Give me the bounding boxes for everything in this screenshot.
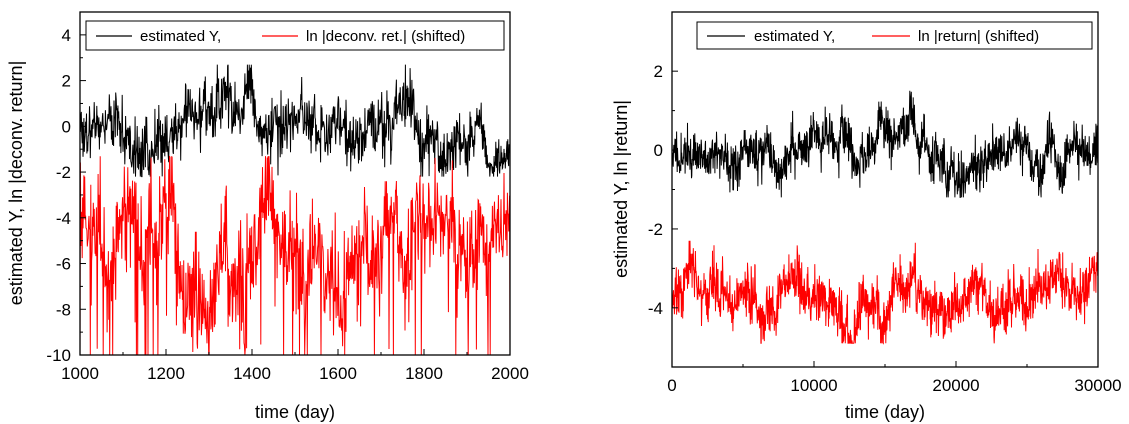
x-tick-label-left-1: 1200 (147, 364, 185, 383)
y-tick-label-left-3: -4 (56, 209, 71, 228)
x-axis-right: 0 10000 20000 30000 (667, 361, 1122, 395)
x-tick-label-right-2: 20000 (932, 376, 979, 395)
y-tick-label-right-0: -4 (648, 299, 663, 318)
x-tick-label-left-0: 1000 (61, 364, 99, 383)
x-tick-label-right-0: 0 (667, 376, 676, 395)
y-tick-label-left-6: 2 (62, 72, 71, 91)
x-tick-label-left-4: 1800 (405, 364, 443, 383)
y-tick-label-left-0: -10 (46, 346, 71, 365)
chart-left: 1000 1200 1400 1600 1800 2000 -10-8-6-4-2024 … (6, 11, 529, 422)
series-line-left-0 (80, 64, 510, 178)
y-axis-label-right: estimated Y, ln |return| (611, 100, 631, 278)
series-group-right (672, 90, 1098, 345)
series-group-left (80, 64, 510, 355)
series-line-right-1 (672, 240, 1098, 345)
y-tick-label-left-4: -2 (56, 163, 71, 182)
legend-entry-right-1: ln |return| (shifted) (918, 28, 1039, 45)
x-tick-label-left-5: 2000 (491, 364, 529, 383)
legend-entry-left-0: estimated Y, (140, 28, 221, 45)
legend-left: estimated Y, ln |deconv. ret.| (shifted) (85, 20, 505, 51)
chart-right: 0 10000 20000 30000 -4 -2 0 2 time (day) estim… (611, 11, 1122, 422)
x-tick-label-right-3: 30000 (1074, 376, 1121, 395)
legend-entry-right-0: estimated Y, (754, 28, 835, 45)
series-line-left-1 (80, 155, 510, 355)
y-axis-label-left: estimated Y, ln |deconv. return| (6, 61, 26, 306)
y-tick-label-left-1: -8 (56, 300, 71, 319)
y-tick-label-left-2: -6 (56, 255, 71, 274)
y-tick-label-left-5: 0 (62, 117, 71, 136)
x-tick-label-right-1: 10000 (790, 376, 837, 395)
series-line-right-0 (672, 90, 1098, 198)
x-axis-label-left: time (day) (255, 402, 335, 422)
x-axis-label-right: time (day) (845, 402, 925, 422)
x-axis-left: 1000 1200 1400 1600 1800 2000 (61, 349, 529, 383)
x-tick-label-left-2: 1400 (233, 364, 271, 383)
y-tick-label-right-1: -2 (648, 220, 663, 239)
y-axis-left: -10 -8 -6 -4 -2 0 2 4 (46, 26, 86, 365)
y-tick-label-left-7: 4 (62, 26, 71, 45)
legend-right: estimated Y, ln |return| (shifted) (696, 21, 1093, 50)
y-tick-label-right-2: 0 (654, 141, 663, 160)
y-axis-right: -4 -2 0 2 (648, 62, 678, 318)
x-tick-label-left-3: 1600 (319, 364, 357, 383)
legend-entry-left-1: ln |deconv. ret.| (shifted) (306, 28, 465, 45)
y-tick-label-right-3: 2 (654, 62, 663, 81)
